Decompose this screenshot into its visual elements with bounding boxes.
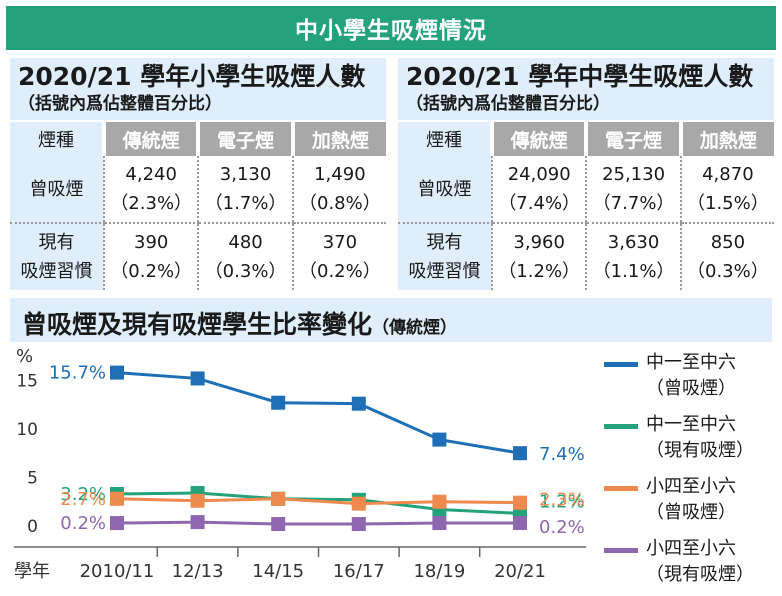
table-row: 現有 吸煙習慣 3,960 （1.2%） 3,630 （1.1%） 850 （0.3%）	[398, 223, 774, 290]
banner-title: 中小學生吸煙情況	[6, 6, 776, 50]
table-cell: 24,090 （7.4%）	[490, 156, 587, 224]
row-label-ever: 曾吸煙	[398, 156, 492, 224]
y-tick-label: 15	[16, 371, 38, 391]
series-start-label: 2.7%	[60, 489, 106, 510]
chart-subtitle: （傳統煙）	[372, 318, 458, 338]
legend-swatch	[604, 486, 638, 491]
secondary-table-block: 2020/21 學年中學生吸煙人數 （括號內爲佔整體百分比） 煙種 傳統煙 電子…	[398, 58, 774, 290]
data-point	[110, 365, 124, 380]
line-chart: % 0 5 10 15 學年 2010/11 12/13 14/15 16/17 18/19 20/2…	[14, 346, 586, 582]
legend-swatch	[604, 362, 638, 367]
table-row: 現有 吸煙習慣 390 （0.2%） 480 （0.3%） 370 （0.2%）	[10, 223, 386, 290]
series-line	[116, 520, 520, 526]
table-cell: 25,130 （7.7%）	[585, 156, 681, 224]
table-cell: 4,240 （2.3%）	[102, 156, 199, 224]
table-subtitle: （括號內爲佔整體百分比）	[18, 94, 222, 114]
legend-label: 小四至小六 （現有吸煙）	[646, 538, 754, 585]
legend-item: 中一至中六 （曾吸煙）	[604, 350, 780, 402]
series-start-label: 3.2%	[60, 484, 106, 505]
data-point	[271, 517, 286, 532]
x-tick-label: 12/13	[172, 561, 224, 582]
x-tick-label: 20/21	[494, 561, 546, 582]
header-ecig: 電子煙	[584, 122, 681, 156]
series-end-label: 2.3%	[539, 490, 585, 511]
series-start-label: 15.7%	[49, 363, 106, 384]
data-point	[432, 494, 447, 509]
legend-item: 小四至小六 （現有吸煙）	[604, 536, 780, 588]
y-tick-label: 5	[27, 468, 38, 488]
legend-swatch	[604, 548, 638, 553]
table-cell: 3,960 （1.2%）	[490, 223, 587, 290]
table-cell: 3,130 （1.7%）	[197, 156, 293, 224]
primary-table-block: 2020/21 學年小學生吸煙人數 （括號內爲佔整體百分比） 煙種 傳統煙 電子…	[10, 58, 386, 290]
table-cell: 370 （0.2%）	[291, 223, 386, 290]
data-point	[110, 491, 124, 506]
header-traditional: 傳統煙	[101, 122, 199, 156]
data-point	[351, 396, 366, 411]
data-point	[271, 491, 286, 506]
table-cell: 390 （0.2%）	[102, 223, 199, 290]
secondary-smoking-table: 煙種 傳統煙 電子煙 加熱煙 曾吸煙 24,090 （7.4%） 25,130 （7…	[398, 122, 774, 290]
data-point	[190, 493, 205, 508]
data-point	[351, 517, 366, 532]
data-point	[513, 516, 527, 531]
x-tick-label: 2010/11	[80, 561, 155, 582]
data-point	[110, 516, 124, 531]
data-point	[513, 495, 527, 510]
chart-legend: 中一至中六 （曾吸煙） 中一至中六 （現有吸煙） 小四至小六 （曾吸煙） 小四至小六 （現有吸…	[604, 350, 780, 596]
data-point	[351, 496, 366, 511]
header-heated: 加熱煙	[678, 122, 774, 156]
table-title-band: 2020/21 學年小學生吸煙人數 （括號內爲佔整體百分比）	[10, 58, 386, 120]
legend-label: 中一至中六 （曾吸煙）	[646, 352, 736, 399]
y-axis-unit-label: %	[16, 346, 33, 367]
legend-item: 小四至小六 （曾吸煙）	[604, 474, 780, 526]
series-end-label: 7.4%	[539, 444, 585, 465]
series-start-label: 0.2%	[60, 513, 106, 534]
series-end-label: 1.2%	[539, 491, 585, 512]
primary-smoking-table: 煙種 傳統煙 電子煙 加熱煙 曾吸煙 4,240 （2.3%） 3,130 （1.7…	[10, 122, 386, 290]
table-row: 曾吸煙 24,090 （7.4%） 25,130 （7.7%） 4,870 （1.5%…	[398, 156, 774, 224]
x-tick-label: 18/19	[413, 561, 465, 582]
table-cell: 850 （0.3%）	[679, 223, 774, 290]
y-tick-label: 0	[27, 517, 38, 537]
chart-title: 曾吸煙及現有吸煙學生比率變化（傳統煙）	[22, 310, 458, 339]
data-point	[432, 516, 447, 531]
table-title: 2020/21 學年小學生吸煙人數	[18, 62, 366, 91]
legend-label: 小四至小六 （曾吸煙）	[646, 476, 736, 523]
row-label-current: 現有 吸煙習慣	[398, 223, 492, 290]
data-point	[513, 446, 527, 461]
x-tick-label: 16/17	[333, 561, 385, 582]
legend-swatch	[604, 424, 638, 429]
header-type: 煙種	[398, 122, 492, 156]
data-point	[271, 395, 286, 410]
table-title: 2020/21 學年中學生吸煙人數	[406, 62, 754, 91]
table-subtitle: （括號內爲佔整體百分比）	[406, 94, 610, 114]
header-ecig: 電子煙	[196, 122, 293, 156]
header-type: 煙種	[10, 122, 104, 156]
row-label-current: 現有 吸煙習慣	[10, 223, 104, 290]
table-row: 曾吸煙 4,240 （2.3%） 3,130 （1.7%） 1,490 （0.8%）	[10, 156, 386, 224]
table-cell: 1,490 （0.8%）	[291, 156, 386, 224]
series-line	[116, 491, 521, 515]
x-tick-label: 14/15	[252, 561, 304, 582]
series-end-label: 0.2%	[539, 517, 585, 538]
legend-item: 中一至中六 （現有吸煙）	[604, 412, 780, 464]
data-point	[190, 371, 205, 386]
table-cell: 3,630 （1.1%）	[585, 223, 681, 290]
data-point	[190, 515, 205, 530]
header-traditional: 傳統煙	[489, 122, 587, 156]
table-title-band: 2020/21 學年中學生吸煙人數 （括號內爲佔整體百分比）	[398, 58, 774, 120]
legend-label: 中一至中六 （現有吸煙）	[646, 414, 754, 461]
x-axis-prefix-label: 學年	[14, 561, 50, 582]
series-line	[116, 371, 521, 455]
row-label-ever: 曾吸煙	[10, 156, 104, 224]
y-tick-label: 10	[16, 420, 38, 440]
series-line	[116, 497, 521, 506]
header-heated: 加熱煙	[290, 122, 386, 156]
table-cell: 480 （0.3%）	[197, 223, 293, 290]
table-cell: 4,870 （1.5%）	[679, 156, 774, 224]
data-point	[432, 432, 447, 447]
chart-title-band	[10, 298, 772, 342]
